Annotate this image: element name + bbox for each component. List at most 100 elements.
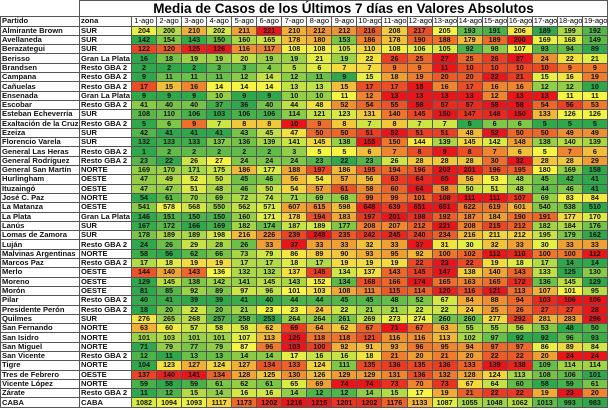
heatmap-cell: 217 bbox=[406, 25, 433, 36]
heatmap-cell: 171 bbox=[256, 211, 283, 222]
heatmap-cell: 235 bbox=[331, 230, 358, 241]
heatmap-cell: 131 bbox=[381, 369, 408, 380]
zona-label: Resto GBA 2 bbox=[79, 304, 132, 315]
heatmap-cell: 578 bbox=[156, 202, 183, 213]
heatmap-cell: 15 bbox=[531, 72, 558, 83]
heatmap-cell: 106 bbox=[581, 295, 609, 306]
heatmap-cell: 50 bbox=[306, 127, 333, 139]
heatmap-cell: 69 bbox=[281, 323, 308, 334]
heatmap-cell: 7 bbox=[206, 118, 233, 129]
heatmap-cell: 245 bbox=[381, 230, 408, 241]
heatmap-cell: 45 bbox=[331, 295, 358, 306]
heatmap-cell: 21 bbox=[506, 72, 533, 83]
heatmap-cell: 17 bbox=[256, 257, 283, 269]
heatmap-cell: 26 bbox=[506, 304, 533, 315]
heatmap-cell: 60 bbox=[506, 378, 533, 390]
heatmap-cell: 1202 bbox=[356, 397, 383, 408]
heatmap-cell: 23 bbox=[306, 155, 333, 167]
heatmap-cell: 16 bbox=[481, 81, 508, 92]
heatmap-cell: 615 bbox=[306, 202, 333, 213]
heatmap-cell: 187 bbox=[281, 220, 308, 232]
heatmap-cell: 137 bbox=[130, 369, 158, 380]
heatmap-cell: 21 bbox=[456, 388, 483, 399]
heatmap-cell: 40 bbox=[156, 99, 183, 111]
heatmap-cell: 108 bbox=[331, 285, 358, 297]
zona-label: SUR bbox=[79, 313, 132, 325]
heatmap-cell: 19 bbox=[181, 53, 208, 64]
heatmap-cell: 48 bbox=[381, 295, 408, 306]
heatmap-cell: 190 bbox=[506, 211, 533, 222]
heatmap-cell: 87 bbox=[231, 341, 258, 353]
heatmap-cell: 27 bbox=[556, 304, 583, 315]
heatmap-cell: 150 bbox=[381, 137, 408, 148]
heatmap-cell: 6 bbox=[156, 118, 183, 129]
heatmap-cell: 16 bbox=[331, 350, 358, 362]
heatmap-cell: 26 bbox=[181, 155, 208, 167]
heatmap-cell: 226 bbox=[256, 230, 283, 241]
heatmap-cell: 120 bbox=[431, 285, 458, 297]
heatmap-cell: 105 bbox=[431, 44, 458, 55]
date-header: 12-ago bbox=[406, 16, 433, 27]
table-row: Morón OESTE 81 85 92 89 97 96 101 103 108 111 115 114… bbox=[0, 285, 609, 297]
heatmap-cell: 26 bbox=[381, 53, 408, 64]
table-row: Exaltación de la Cruz Resto GBA 2 5 6 9 7 8 8 10… bbox=[0, 118, 609, 129]
heatmap-cell: 571 bbox=[256, 202, 283, 213]
heatmap-cell: 23 bbox=[130, 155, 158, 167]
heatmap-cell: 57 bbox=[431, 99, 458, 111]
table-row: Avellaneda SUR 142 154 143 150 160 165 178 180 153… bbox=[0, 34, 609, 46]
table-row: Brandsen Resto GBA 2 2 2 2 3 3 4 5 6 7 7 9 9 11 10 10 10 1… bbox=[0, 62, 609, 74]
heatmap-cell: 50 bbox=[531, 127, 558, 139]
heatmap-cell: 195 bbox=[506, 165, 533, 176]
zona-label: Resto GBA 2 bbox=[79, 257, 132, 269]
title-row: Media de Casos de los Últimos 7 días en … bbox=[0, 0, 608, 17]
heatmap-cell: 51 bbox=[356, 127, 383, 139]
heatmap-cell: 10 bbox=[506, 62, 533, 74]
heatmap-cell: 145 bbox=[556, 276, 583, 287]
heatmap-cell: 8 bbox=[331, 118, 358, 129]
heatmap-cell: 260 bbox=[456, 313, 483, 325]
zona-label: SUR bbox=[79, 127, 132, 139]
zona-label: OESTE bbox=[79, 369, 132, 380]
date-header: 13-ago bbox=[431, 16, 458, 27]
heatmap-cell: 96 bbox=[256, 341, 283, 353]
partido-name: Cañuelas bbox=[0, 81, 80, 92]
heatmap-cell: 48 bbox=[506, 183, 533, 194]
heatmap-cell: 196 bbox=[406, 165, 433, 176]
table-row: Zárate Resto GBA 2 11 12 15 14 16 16 14 12 12 14 15 1… bbox=[0, 388, 609, 399]
heatmap-cell: 37 bbox=[406, 239, 433, 250]
heatmap-cell: 174 bbox=[406, 276, 433, 287]
heatmap-cell: 168 bbox=[356, 276, 383, 287]
heatmap-cell: 268 bbox=[181, 313, 208, 325]
table-row: Lomas de Zamora SUR 178 189 189 198 216 226 239 2… bbox=[0, 230, 609, 241]
heatmap-cell: 145 bbox=[456, 137, 483, 148]
heatmap-cell: 194 bbox=[381, 165, 408, 176]
partido-name: Vicente López bbox=[0, 378, 80, 390]
heatmap-cell: 12 bbox=[331, 388, 358, 399]
heatmap-cell: 84 bbox=[456, 295, 483, 306]
partido-name: Campana bbox=[0, 72, 80, 83]
heatmap-cell: 22 bbox=[181, 304, 208, 315]
table-row: Marcos Paz Resto GBA 2 17 18 19 19 17 17 18 17 19 1… bbox=[0, 257, 609, 269]
heatmap-cell: 145 bbox=[406, 109, 433, 120]
heatmap-cell: 17 bbox=[306, 257, 333, 269]
heatmap-cell: 17 bbox=[130, 257, 158, 269]
zona-label: OESTE bbox=[79, 285, 132, 297]
partido-name: Pilar bbox=[0, 295, 80, 306]
heatmap-cell: 28 bbox=[581, 304, 609, 315]
heatmap-cell: 200 bbox=[506, 34, 533, 46]
heatmap-cell: 540 bbox=[531, 202, 558, 213]
heatmap-cell: 63 bbox=[381, 174, 408, 185]
heatmap-cell: 150 bbox=[431, 109, 458, 120]
heatmap-cell: 95 bbox=[381, 248, 408, 260]
heatmap-cell: 107 bbox=[231, 332, 258, 343]
heatmap-cell: 138 bbox=[331, 137, 358, 148]
table-row: Ensenada Gran La Plata 9 9 9 10 9 9 10 10 11 12 13 13… bbox=[0, 90, 609, 101]
heatmap-cell: 41 bbox=[156, 127, 183, 139]
heatmap-cell: 13 bbox=[281, 81, 308, 92]
heatmap-cell: 1094 bbox=[156, 397, 183, 408]
heatmap-cell: 92 bbox=[531, 332, 558, 343]
zona-label: NORTE bbox=[79, 360, 132, 371]
heatmap-cell: 70 bbox=[181, 192, 208, 204]
heatmap-cell: 57 bbox=[456, 99, 483, 111]
